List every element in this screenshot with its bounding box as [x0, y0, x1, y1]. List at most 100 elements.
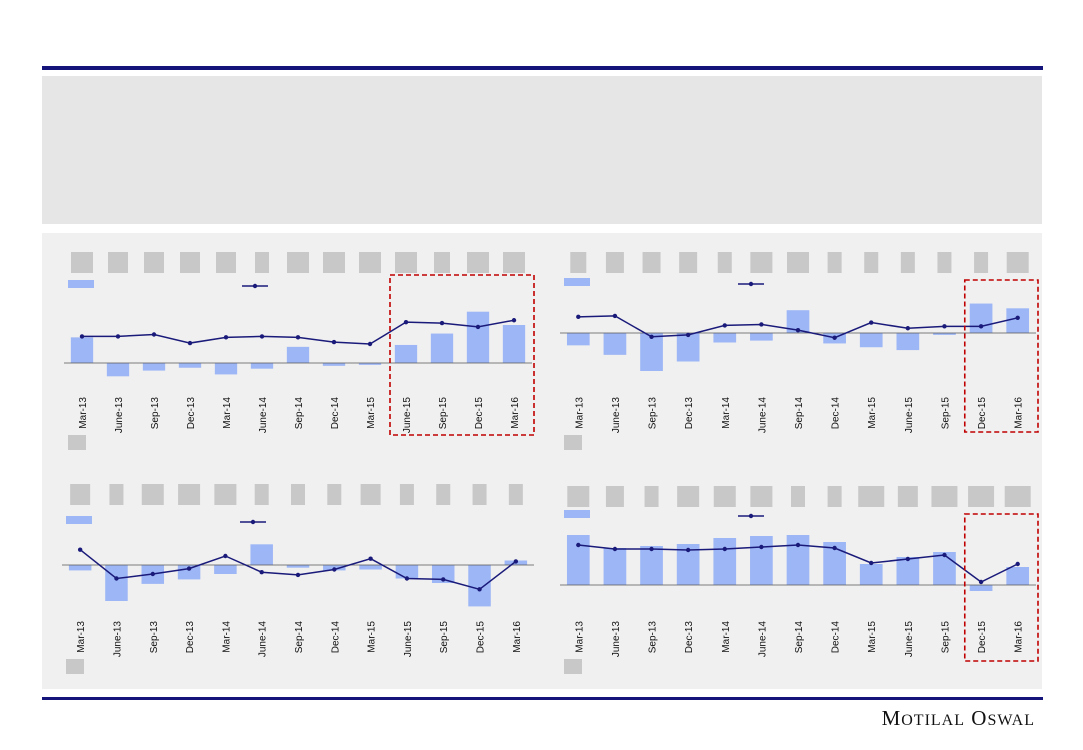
- header-placeholder: [677, 486, 700, 507]
- bar-Dec-15: [969, 585, 993, 591]
- tick-label: Sep-13: [150, 397, 161, 430]
- line-point-Mar-15: [367, 341, 373, 347]
- tick-label: Mar-13: [574, 397, 585, 429]
- header-placeholder: [323, 252, 345, 273]
- line-point-Sep-15: [439, 320, 445, 326]
- line-point-June-15: [905, 326, 911, 331]
- line-point-Mar-16: [1015, 315, 1020, 320]
- chart-bottom-right: Mar-13 June-13 Sep-13 Dec-13 Mar-14 June-14 Se…: [560, 486, 1039, 674]
- bar-June-14: [250, 363, 274, 369]
- line-point-June-14: [259, 570, 264, 575]
- header-placeholder: [214, 484, 237, 505]
- line-point-June-13: [115, 334, 121, 339]
- bar-Sep-14: [286, 565, 310, 568]
- bar-June-13: [106, 363, 130, 377]
- bar-Mar-16: [502, 325, 526, 363]
- bar-June-15: [896, 333, 920, 351]
- bottom-rule: [42, 697, 1043, 700]
- tick-label: June-13: [611, 621, 622, 658]
- header-placeholder: [858, 486, 885, 507]
- line-point-Dec-14: [832, 335, 837, 340]
- bar-Mar-15: [359, 565, 382, 570]
- bar-Mar-15: [859, 564, 883, 585]
- line-point-Mar-14: [223, 335, 229, 340]
- tick-label: June-13: [114, 397, 125, 434]
- line-point-Sep-14: [295, 572, 301, 578]
- tick-label: Sep-14: [794, 397, 805, 430]
- bar-Sep-13: [142, 363, 166, 371]
- header-placeholder: [436, 484, 451, 505]
- tick-label: June-15: [904, 397, 915, 434]
- bar-Dec-13: [676, 544, 700, 585]
- tick-label: June-15: [403, 621, 414, 658]
- tick-label: Dec-14: [330, 397, 341, 430]
- line-point-Dec-15: [978, 324, 984, 329]
- tick-label: Mar-16: [1014, 621, 1025, 653]
- line-point-Sep-13: [649, 334, 654, 339]
- bar-June-14: [250, 544, 273, 565]
- header-placeholder: [141, 484, 164, 505]
- line-point-Sep-13: [649, 546, 654, 552]
- bar-June-13: [603, 548, 627, 585]
- line-point-Sep-15: [441, 577, 446, 582]
- tick-label: Sep-14: [294, 397, 305, 430]
- tick-label: June-14: [258, 621, 269, 658]
- line-point-Dec-14: [332, 567, 337, 572]
- line-point-Mar-13: [77, 547, 83, 552]
- line-point-June-15: [403, 319, 409, 325]
- bar-Dec-13: [177, 565, 201, 580]
- header-placeholder: [359, 252, 381, 273]
- line-point-June-13: [612, 546, 618, 552]
- bar-Mar-16: [1006, 308, 1030, 333]
- line-point-Mar-15: [869, 320, 874, 325]
- header-placeholder: [827, 486, 842, 507]
- line-point-Dec-15: [978, 579, 984, 585]
- tick-label: Dec-14: [831, 397, 842, 430]
- tick-label: Dec-15: [474, 397, 485, 430]
- tick-label: Sep-14: [294, 621, 305, 654]
- tick-label: June-13: [611, 397, 622, 434]
- tick-label: Sep-15: [940, 621, 951, 654]
- bar-Sep-15: [431, 565, 455, 583]
- line-point-Mar-13: [576, 542, 581, 548]
- bar-Mar-13: [68, 565, 92, 571]
- header-placeholder: [931, 486, 958, 507]
- tick-label: Sep-15: [438, 397, 449, 430]
- bar-Dec-14: [322, 363, 346, 366]
- legend-line-marker: [748, 281, 754, 287]
- line-point-Dec-15: [475, 324, 481, 330]
- line-point-Sep-15: [942, 552, 947, 558]
- bar-June-14: [750, 536, 773, 585]
- line-point-Mar-16: [511, 318, 517, 323]
- header-placeholder: [750, 252, 773, 273]
- header-placeholder: [644, 486, 659, 507]
- tick-label: Mar-14: [222, 397, 233, 429]
- tick-label: June-15: [904, 621, 915, 658]
- bar-Mar-14: [713, 538, 737, 585]
- bar-Sep-15: [933, 552, 956, 585]
- line-point-June-14: [259, 334, 265, 339]
- header-placeholder: [503, 252, 525, 273]
- tick-label: June-14: [757, 397, 768, 434]
- header-placeholder: [605, 252, 624, 273]
- tick-label: Mar-16: [1014, 397, 1025, 429]
- line-point-Mar-16: [1015, 561, 1020, 567]
- header-placeholder: [567, 486, 590, 507]
- bar-June-13: [105, 565, 128, 601]
- bar-Sep-14: [786, 535, 810, 585]
- highlight-box: [963, 513, 1039, 662]
- header-placeholder: [900, 252, 915, 273]
- header-placeholder: [109, 484, 124, 505]
- header-placeholder: [968, 486, 995, 507]
- line-point-June-14: [759, 322, 764, 327]
- brand-logo: MOTILAL OSWAL: [881, 706, 1035, 730]
- bar-Mar-13: [566, 333, 590, 346]
- line-point-Dec-14: [832, 545, 837, 551]
- tick-label: Dec-13: [186, 397, 197, 430]
- footnote-placeholder: [66, 659, 84, 674]
- line-point-Dec-13: [186, 566, 192, 571]
- line-point-Sep-13: [150, 571, 155, 577]
- header-placeholder: [399, 484, 414, 505]
- tick-label: Dec-14: [831, 621, 842, 654]
- header-placeholder: [897, 486, 918, 507]
